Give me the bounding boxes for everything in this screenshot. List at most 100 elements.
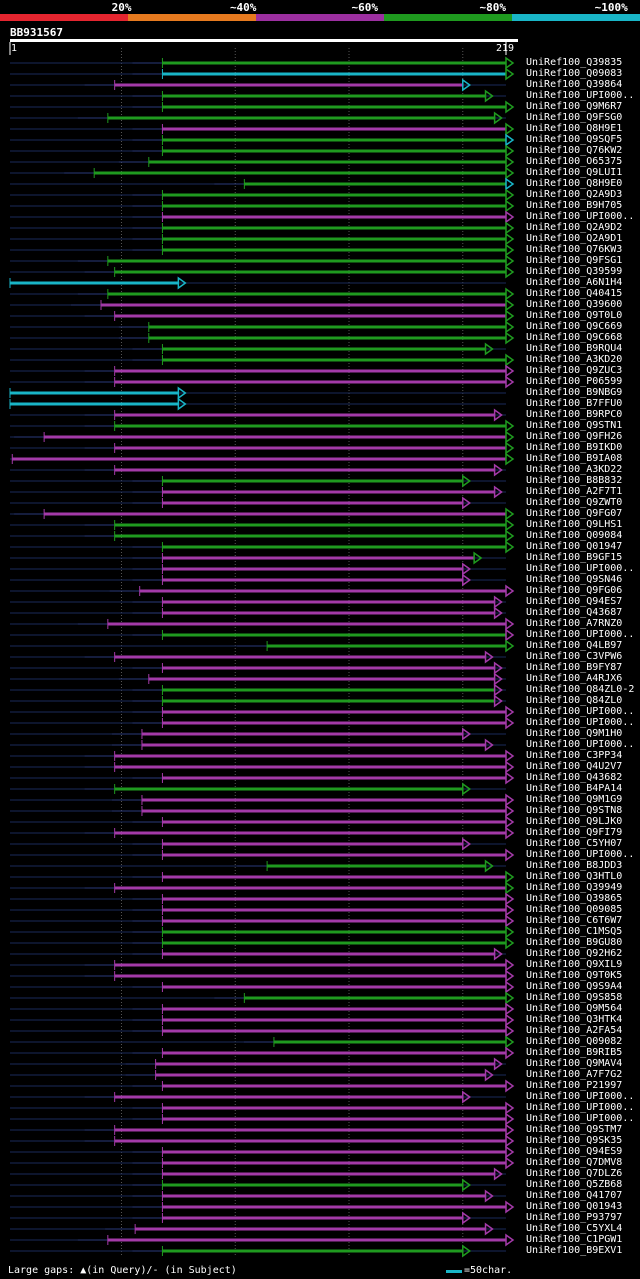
hit-label[interactable]: UniRef100_Q9M1H0 — [526, 728, 623, 739]
hit-label[interactable]: UniRef100_B9RPC0 — [526, 409, 623, 420]
hit-label[interactable]: UniRef100_Q9STN1 — [526, 420, 623, 431]
hit-label[interactable]: UniRef100_Q9C668 — [526, 332, 623, 343]
hit-label[interactable]: UniRef100_C6T6W7 — [526, 915, 623, 926]
hit-label[interactable]: UniRef100_UPI000.. — [526, 739, 635, 750]
hit-label[interactable]: UniRef100_UPI000.. — [526, 629, 635, 640]
hit-label[interactable]: UniRef100_Q9MAV4 — [526, 1058, 623, 1069]
hit-label[interactable]: UniRef100_Q76KW3 — [526, 244, 623, 255]
hit-label[interactable]: UniRef100_Q9STM7 — [526, 1124, 623, 1135]
hit-label[interactable]: UniRef100_Q9FSG0 — [526, 112, 623, 123]
hit-label[interactable]: UniRef100_Q7DMV8 — [526, 1157, 623, 1168]
hit-label[interactable]: UniRef100_UPI000.. — [526, 563, 635, 574]
hit-label[interactable]: UniRef100_Q94ES9 — [526, 1146, 623, 1157]
hit-label[interactable]: UniRef100_C1MSQ5 — [526, 926, 623, 937]
hit-label[interactable]: UniRef100_UPI000.. — [526, 211, 635, 222]
hit-label[interactable]: UniRef100_B9IKD0 — [526, 442, 623, 453]
hit-label[interactable]: UniRef100_Q76KW2 — [526, 145, 623, 156]
hit-label[interactable]: UniRef100_Q9LHS1 — [526, 519, 623, 530]
hit-label[interactable]: UniRef100_Q9M6R7 — [526, 101, 623, 112]
hit-label[interactable]: UniRef100_UPI000.. — [526, 849, 635, 860]
hit-label[interactable]: UniRef100_Q2A9D2 — [526, 222, 623, 233]
hit-label[interactable]: UniRef100_Q84ZL0-2 — [526, 684, 635, 695]
hit-label[interactable]: UniRef100_Q84ZL0 — [526, 695, 623, 706]
hit-label[interactable]: UniRef100_B9RIB5 — [526, 1047, 623, 1058]
hit-label[interactable]: UniRef100_Q09082 — [526, 1036, 623, 1047]
hit-label[interactable]: UniRef100_UPI000.. — [526, 706, 635, 717]
hit-label[interactable]: UniRef100_B9GU80 — [526, 937, 623, 948]
hit-label[interactable]: UniRef100_UPI000.. — [526, 717, 635, 728]
hit-label[interactable]: UniRef100_Q9M1G9 — [526, 794, 623, 805]
hit-label[interactable]: UniRef100_B9FY87 — [526, 662, 623, 673]
hit-label[interactable]: UniRef100_Q09084 — [526, 530, 623, 541]
hit-label[interactable]: UniRef100_Q5ZB68 — [526, 1179, 623, 1190]
hit-label[interactable]: UniRef100_P93797 — [526, 1212, 623, 1223]
hit-label[interactable]: UniRef100_Q43682 — [526, 772, 623, 783]
hit-label[interactable]: UniRef100_Q39835 — [526, 57, 623, 68]
hit-label[interactable]: UniRef100_Q41707 — [526, 1190, 623, 1201]
hit-label[interactable]: UniRef100_Q9T0L0 — [526, 310, 623, 321]
hit-label[interactable]: UniRef100_C5YH07 — [526, 838, 623, 849]
hit-label[interactable]: UniRef100_Q9LJK0 — [526, 816, 623, 827]
hit-label[interactable]: UniRef100_Q92H62 — [526, 948, 623, 959]
hit-label[interactable]: UniRef100_UPI000.. — [526, 90, 635, 101]
hit-label[interactable]: UniRef100_Q40415 — [526, 288, 623, 299]
hit-label[interactable]: UniRef100_C3VPW6 — [526, 651, 623, 662]
hit-label[interactable]: UniRef100_C1PGW1 — [526, 1234, 623, 1245]
hit-label[interactable]: UniRef100_Q39600 — [526, 299, 623, 310]
hit-label[interactable]: UniRef100_Q9FG07 — [526, 508, 623, 519]
hit-label[interactable]: UniRef100_A3KD22 — [526, 464, 623, 475]
hit-label[interactable]: UniRef100_Q01943 — [526, 1201, 623, 1212]
hit-label[interactable]: UniRef100_O65375 — [526, 156, 623, 167]
hit-label[interactable]: UniRef100_Q01947 — [526, 541, 623, 552]
hit-label[interactable]: UniRef100_Q9FH26 — [526, 431, 623, 442]
hit-label[interactable]: UniRef100_B9EXV1 — [526, 1245, 623, 1256]
hit-label[interactable]: UniRef100_B9GF15 — [526, 552, 623, 563]
hit-label[interactable]: UniRef100_B4PA14 — [526, 783, 623, 794]
hit-label[interactable]: UniRef100_Q9S9A4 — [526, 981, 623, 992]
hit-label[interactable]: UniRef100_B8B832 — [526, 475, 623, 486]
hit-label[interactable]: UniRef100_P21997 — [526, 1080, 623, 1091]
hit-label[interactable]: UniRef100_Q9ZUC3 — [526, 365, 623, 376]
hit-label[interactable]: UniRef100_B9RQU4 — [526, 343, 623, 354]
hit-label[interactable]: UniRef100_Q9FSG1 — [526, 255, 623, 266]
hit-label[interactable]: UniRef100_B8JDD3 — [526, 860, 623, 871]
hit-label[interactable]: UniRef100_B9H705 — [526, 200, 623, 211]
hit-label[interactable]: UniRef100_Q39949 — [526, 882, 623, 893]
hit-label[interactable]: UniRef100_Q9SN46 — [526, 574, 623, 585]
hit-label[interactable]: UniRef100_Q39599 — [526, 266, 623, 277]
hit-label[interactable]: UniRef100_UPI000.. — [526, 1113, 635, 1124]
hit-label[interactable]: UniRef100_Q9SQF5 — [526, 134, 623, 145]
hit-label[interactable]: UniRef100_A2F7T1 — [526, 486, 623, 497]
hit-label[interactable]: UniRef100_Q9T0K5 — [526, 970, 623, 981]
hit-label[interactable]: UniRef100_Q9FG06 — [526, 585, 623, 596]
hit-label[interactable]: UniRef100_Q3HTL0 — [526, 871, 623, 882]
hit-label[interactable]: UniRef100_A7F7G2 — [526, 1069, 623, 1080]
hit-label[interactable]: UniRef100_Q7DLZ6 — [526, 1168, 623, 1179]
hit-label[interactable]: UniRef100_UPI000.. — [526, 1091, 635, 1102]
hit-label[interactable]: UniRef100_A6N1H4 — [526, 277, 623, 288]
hit-label[interactable]: UniRef100_Q4U2V7 — [526, 761, 623, 772]
hit-label[interactable]: UniRef100_Q39864 — [526, 79, 623, 90]
hit-label[interactable]: UniRef100_A2FA54 — [526, 1025, 623, 1036]
hit-label[interactable]: UniRef100_B9NBG9 — [526, 387, 623, 398]
hit-label[interactable]: UniRef100_A3KD20 — [526, 354, 623, 365]
hit-label[interactable]: UniRef100_A7RNZ0 — [526, 618, 623, 629]
hit-label[interactable]: UniRef100_Q09083 — [526, 68, 623, 79]
hit-label[interactable]: UniRef100_Q9SK35 — [526, 1135, 623, 1146]
hit-label[interactable]: UniRef100_Q9LUI1 — [526, 167, 623, 178]
hit-label[interactable]: UniRef100_Q9FI79 — [526, 827, 623, 838]
hit-label[interactable]: UniRef100_Q9ZWT0 — [526, 497, 623, 508]
hit-label[interactable]: UniRef100_Q8H9E1 — [526, 123, 623, 134]
hit-label[interactable]: UniRef100_C3PP34 — [526, 750, 623, 761]
hit-label[interactable]: UniRef100_A4RJX6 — [526, 673, 623, 684]
hit-label[interactable]: UniRef100_Q9STN8 — [526, 805, 623, 816]
hit-label[interactable]: UniRef100_Q3HTK4 — [526, 1014, 623, 1025]
hit-label[interactable]: UniRef100_Q09085 — [526, 904, 623, 915]
hit-label[interactable]: UniRef100_Q9M564 — [526, 1003, 623, 1014]
hit-label[interactable]: UniRef100_Q2A9D3 — [526, 189, 623, 200]
hit-label[interactable]: UniRef100_B9IA08 — [526, 453, 623, 464]
hit-label[interactable]: UniRef100_C5YXL4 — [526, 1223, 623, 1234]
hit-label[interactable]: UniRef100_Q9XIL9 — [526, 959, 623, 970]
hit-label[interactable]: UniRef100_Q94ES7 — [526, 596, 623, 607]
hit-label[interactable]: UniRef100_Q43687 — [526, 607, 623, 618]
